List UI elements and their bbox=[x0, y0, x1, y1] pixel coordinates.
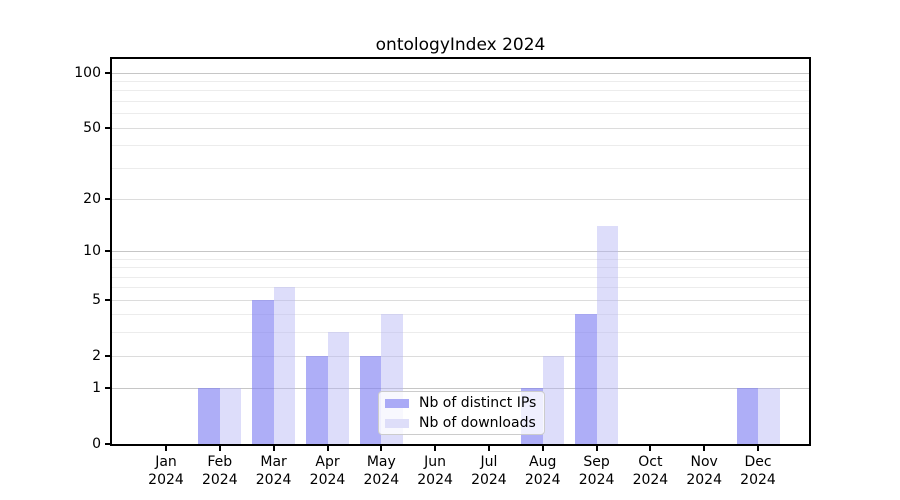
bar-sep-series0 bbox=[575, 314, 597, 444]
legend-swatch-distinct-ips bbox=[385, 398, 409, 408]
x-axis-tick bbox=[434, 446, 437, 451]
y-axis-tick-label: 0 bbox=[92, 436, 101, 452]
legend-swatch-downloads bbox=[385, 418, 409, 428]
gridline bbox=[112, 167, 809, 169]
x-axis-tick bbox=[703, 446, 706, 451]
bar-feb-series1 bbox=[219, 388, 242, 444]
x-axis-tick-label-jun: Jun 2024 bbox=[417, 454, 453, 488]
bar-mar-series0 bbox=[252, 299, 274, 444]
bar-sep-series1 bbox=[596, 226, 619, 444]
chart-title: ontologyIndex 2024 bbox=[375, 35, 546, 55]
gridline bbox=[112, 145, 809, 147]
legend-label-downloads: Nb of downloads bbox=[419, 415, 536, 431]
y-axis-tick-label: 1 bbox=[92, 380, 101, 397]
gridline bbox=[112, 251, 809, 252]
gridline bbox=[112, 332, 809, 334]
gridline bbox=[112, 299, 809, 301]
y-axis-tick bbox=[105, 71, 110, 74]
x-axis-tick bbox=[487, 446, 490, 451]
bar-mar-series1 bbox=[273, 287, 296, 444]
bar-aug-series1 bbox=[542, 355, 565, 444]
x-axis-tick-label-nov: Nov 2024 bbox=[686, 454, 722, 488]
x-axis-tick-label-may: May 2024 bbox=[363, 454, 400, 488]
gridline bbox=[112, 80, 809, 82]
legend-entry-distinct-ips: Nb of distinct IPs bbox=[385, 395, 538, 411]
bar-may-series0 bbox=[359, 355, 382, 444]
y-axis-tick bbox=[105, 197, 110, 200]
legend: Nb of distinct IPs Nb of downloads bbox=[378, 391, 545, 435]
y-axis-tick bbox=[105, 354, 110, 357]
gridline bbox=[112, 127, 809, 129]
gridline bbox=[112, 113, 809, 115]
x-axis-tick-label-mar: Mar 2024 bbox=[255, 454, 292, 488]
y-axis-tick-label: 5 bbox=[92, 291, 101, 308]
y-axis-tick-label: 100 bbox=[74, 64, 101, 81]
y-axis-tick bbox=[105, 250, 110, 252]
gridline bbox=[112, 72, 809, 74]
gridline bbox=[112, 388, 809, 390]
y-axis-tick bbox=[105, 387, 110, 390]
x-axis-tick bbox=[218, 446, 221, 451]
bar-apr-series1 bbox=[327, 332, 349, 444]
gridline bbox=[112, 100, 809, 102]
x-axis-tick-label-feb: Feb 2024 bbox=[201, 454, 238, 488]
gridline bbox=[112, 287, 809, 289]
y-axis-tick-label: 50 bbox=[83, 119, 101, 136]
bar-dec-series1 bbox=[758, 388, 780, 444]
gridline bbox=[112, 355, 809, 357]
x-axis-tick bbox=[380, 446, 383, 451]
x-axis-tick bbox=[595, 446, 598, 451]
legend-entry-downloads: Nb of downloads bbox=[385, 415, 538, 431]
y-axis-tick bbox=[105, 126, 110, 129]
x-axis-tick bbox=[272, 446, 275, 451]
x-axis-tick-label-jul: Jul 2024 bbox=[471, 454, 507, 488]
gridline bbox=[112, 258, 809, 260]
y-axis-tick bbox=[105, 443, 110, 445]
gridline bbox=[112, 276, 809, 278]
x-axis-tick-label-oct: Oct 2024 bbox=[632, 454, 669, 488]
x-axis-tick bbox=[541, 446, 544, 451]
y-axis-tick-label: 2 bbox=[92, 347, 101, 364]
y-axis-tick bbox=[105, 298, 110, 301]
bar-apr-series0 bbox=[306, 355, 328, 444]
x-axis-tick bbox=[649, 446, 652, 451]
x-axis-tick bbox=[326, 446, 329, 451]
x-axis-tick-label-sep: Sep 2024 bbox=[578, 454, 615, 488]
x-axis-tick-label-aug: Aug 2024 bbox=[524, 454, 561, 488]
x-axis-tick bbox=[757, 446, 759, 451]
gridline bbox=[112, 267, 809, 269]
bar-dec-series0 bbox=[736, 388, 758, 444]
gridline bbox=[112, 314, 809, 316]
bar-feb-series0 bbox=[198, 388, 220, 444]
x-axis-tick-label-jan: Jan 2024 bbox=[148, 454, 184, 488]
legend-label-distinct-ips: Nb of distinct IPs bbox=[419, 395, 537, 411]
y-axis-tick-label: 20 bbox=[83, 190, 101, 207]
x-axis-tick-label-dec: Dec 2024 bbox=[740, 454, 776, 488]
gridline bbox=[112, 90, 809, 92]
plot-area bbox=[110, 57, 811, 446]
gridline bbox=[112, 198, 809, 200]
y-axis-tick-label: 10 bbox=[83, 243, 101, 259]
x-axis-tick-label-apr: Apr 2024 bbox=[309, 454, 346, 488]
x-axis-tick bbox=[165, 446, 167, 451]
